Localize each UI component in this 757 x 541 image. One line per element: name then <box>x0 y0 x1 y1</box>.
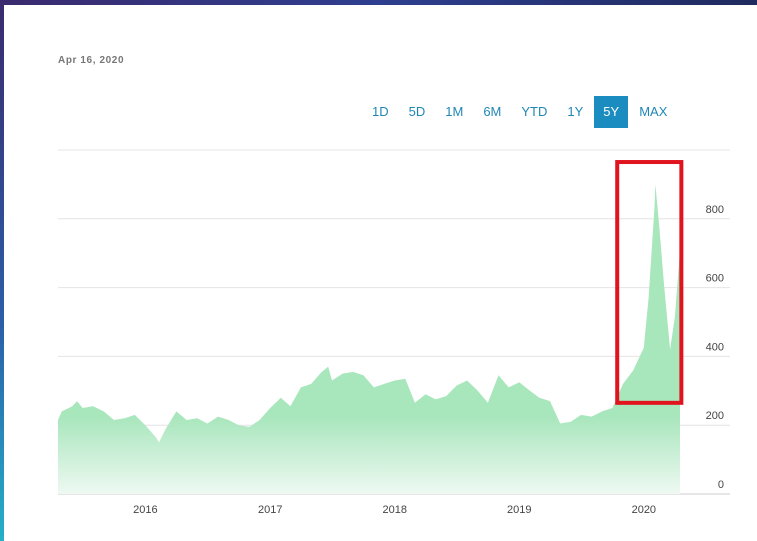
range-tab-1y[interactable]: 1Y <box>567 104 584 119</box>
highlight-box <box>615 160 684 405</box>
range-tab-5d[interactable]: 5D <box>408 104 426 119</box>
range-tab-1m[interactable]: 1M <box>445 104 464 119</box>
price-area <box>58 184 680 494</box>
x-axis-ticks: 2016 2017 2018 2019 2020 <box>133 504 656 516</box>
y-tick-label: 0 <box>718 479 724 491</box>
left-accent-border <box>0 0 4 541</box>
top-accent-border <box>0 0 757 5</box>
x-tick-label: 2019 <box>507 504 531 516</box>
range-tab-6m[interactable]: 6M <box>483 104 502 119</box>
x-tick-label: 2020 <box>632 504 656 516</box>
range-tab-1d[interactable]: 1D <box>372 104 389 119</box>
range-tab-5y[interactable]: 5Y <box>594 96 629 128</box>
range-tab-ytd[interactable]: YTD <box>521 104 548 119</box>
y-tick-label: 600 <box>706 273 724 285</box>
y-tick-label: 200 <box>706 410 724 422</box>
range-tab-max[interactable]: MAX <box>639 104 668 119</box>
x-tick-label: 2018 <box>383 504 407 516</box>
time-range-selector: 1D 5D 1M 6M YTD 1Y 5Y MAX <box>363 96 678 128</box>
y-tick-label: 400 <box>706 341 724 353</box>
chart-date-label: Apr 16, 2020 <box>58 55 125 66</box>
x-tick-label: 2016 <box>133 504 157 516</box>
y-tick-label: 800 <box>706 204 724 216</box>
y-axis-ticks: 0 200 400 600 800 <box>706 204 724 491</box>
x-tick-label: 2017 <box>258 504 282 516</box>
